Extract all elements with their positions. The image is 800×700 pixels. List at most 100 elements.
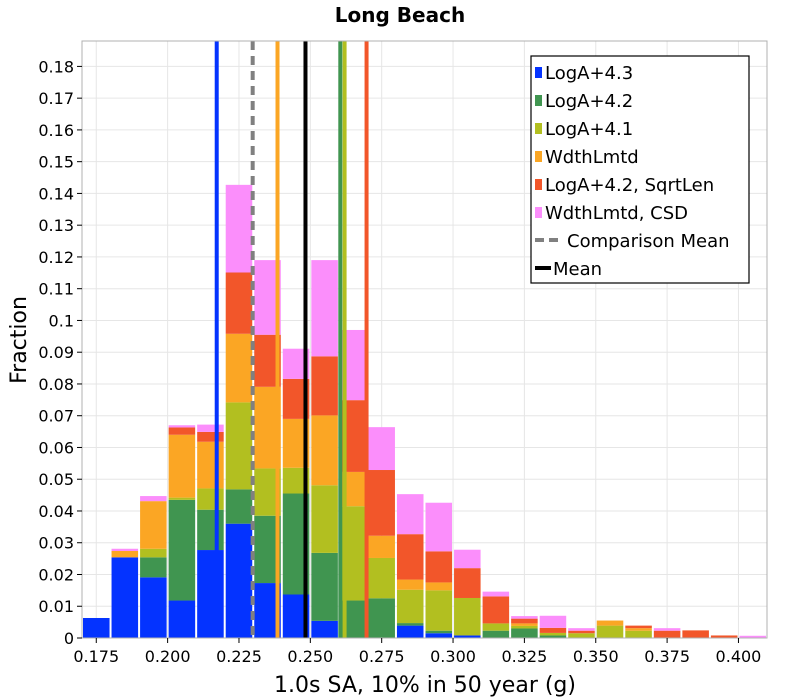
y-tick-label: 0.12 [38, 248, 74, 267]
y-tick-label: 0.05 [38, 470, 74, 489]
y-tick-label: 0.1 [49, 311, 74, 330]
legend-swatch [535, 123, 542, 134]
x-tick-label: 0.375 [644, 647, 690, 666]
bar-segment-5 [168, 427, 196, 435]
y-tick-label: 0.16 [38, 121, 74, 140]
bar-segment-1 [111, 557, 139, 638]
bar-segment-2 [197, 509, 224, 551]
y-tick-label: 0.01 [38, 597, 74, 616]
y-tick-label: 0.02 [38, 565, 74, 584]
x-tick-label: 0.300 [430, 647, 476, 666]
y-tick-label: 0.06 [38, 438, 74, 457]
x-tick-label: 0.225 [216, 647, 262, 666]
bar-segment-6 [568, 628, 595, 631]
bar-segment-4 [368, 535, 395, 558]
y-tick-label: 0 [64, 629, 74, 648]
bar-segment-1 [311, 620, 338, 638]
bar-segment-5 [539, 627, 567, 633]
bar-segment-2 [311, 552, 338, 621]
bar-segment-3 [140, 548, 167, 558]
bar-segment-2 [396, 623, 424, 626]
legend-swatch [535, 179, 542, 190]
y-tick-label: 0.15 [38, 153, 74, 172]
bar-segment-6 [311, 260, 338, 357]
legend-swatch [535, 151, 542, 162]
bar-segment-2 [168, 499, 196, 601]
legend-box [530, 55, 750, 284]
bar-segment-5 [197, 431, 224, 442]
bar-segment-4 [511, 623, 538, 626]
bar-segment-6 [140, 496, 167, 502]
y-tick-label: 0.17 [38, 89, 74, 108]
bar-segment-6 [739, 635, 766, 638]
bar-segment-2 [140, 557, 167, 578]
bar-segment-5 [482, 596, 510, 624]
y-tick-label: 0.03 [38, 534, 74, 553]
bar-segment-1 [396, 625, 424, 638]
x-tick-label: 0.250 [287, 647, 333, 666]
bar-segment-2 [482, 630, 510, 638]
bar-segment-1 [168, 600, 196, 638]
bar-segment-6 [425, 502, 453, 552]
bar-segment-5 [454, 568, 481, 598]
mean-lines [214, 41, 369, 638]
chart-title: Long Beach [335, 3, 465, 27]
y-tick-label: 0.09 [38, 343, 74, 362]
bar-segment-4 [225, 333, 253, 403]
legend-swatch [535, 95, 542, 106]
bar-segment-2 [225, 489, 253, 524]
bar-segment-3 [454, 597, 481, 636]
legend-label: WdthLmtd [545, 147, 639, 168]
bar-segment-3 [482, 623, 510, 631]
bar-segment-3 [596, 625, 624, 638]
bar-segment-4 [396, 579, 424, 590]
bar-segment-4 [197, 441, 224, 489]
legend-label: LogA+4.2, SqrtLen [545, 175, 714, 196]
legend-label: Comparison Mean [567, 231, 730, 252]
bar-segment-1 [140, 577, 167, 638]
bar-segment-5 [396, 534, 424, 580]
bar-segment-6 [454, 549, 481, 569]
bar-segment-5 [653, 630, 681, 638]
bar-segment-6 [653, 628, 681, 631]
legend-label: LogA+4.2 [545, 91, 633, 112]
x-tick-label: 0.325 [501, 647, 547, 666]
bar-segment-6 [368, 427, 395, 471]
bar-segment-3 [168, 497, 196, 500]
bar-segment-4 [140, 501, 167, 549]
bar-segment-5 [682, 630, 709, 638]
bar-segment-5 [568, 630, 595, 634]
bar-segment-3 [311, 485, 338, 553]
bar-segment-1 [454, 635, 481, 638]
bar-segment-4 [168, 434, 196, 498]
plot-frame [81, 40, 768, 639]
bar-segment-6 [396, 494, 424, 535]
x-tick-label: 0.400 [716, 647, 762, 666]
bar-segment-6 [482, 591, 510, 597]
bar-segment-3 [511, 625, 538, 629]
bar-segment-1 [83, 617, 110, 638]
y-tick-label: 0.14 [38, 184, 74, 203]
legend-swatch [535, 207, 542, 218]
bar-segment-5 [710, 635, 738, 638]
bar-segment-4 [625, 628, 652, 631]
bar-segment-3 [396, 589, 424, 624]
bar-segment-3 [425, 590, 453, 631]
bar-segment-4 [425, 582, 453, 591]
y-tick-label: 0.18 [38, 57, 74, 76]
bar-segment-6 [197, 424, 224, 432]
bar-segment-3 [225, 402, 253, 490]
y-tick-label: 0.04 [38, 502, 74, 521]
x-tick-label: 0.275 [359, 647, 405, 666]
bar-segment-4 [311, 415, 338, 486]
legend-label: LogA+4.1 [545, 119, 633, 140]
bar-segment-3 [568, 633, 595, 638]
bar-segment-5 [225, 272, 253, 334]
bar-segment-6 [225, 184, 253, 273]
x-tick-label: 0.350 [573, 647, 619, 666]
bar-segment-3 [625, 630, 652, 638]
bar-segment-6 [168, 425, 196, 428]
x-tick-label: 0.175 [73, 647, 119, 666]
bar-segment-6 [111, 548, 139, 551]
legend-label: LogA+4.3 [545, 63, 633, 84]
